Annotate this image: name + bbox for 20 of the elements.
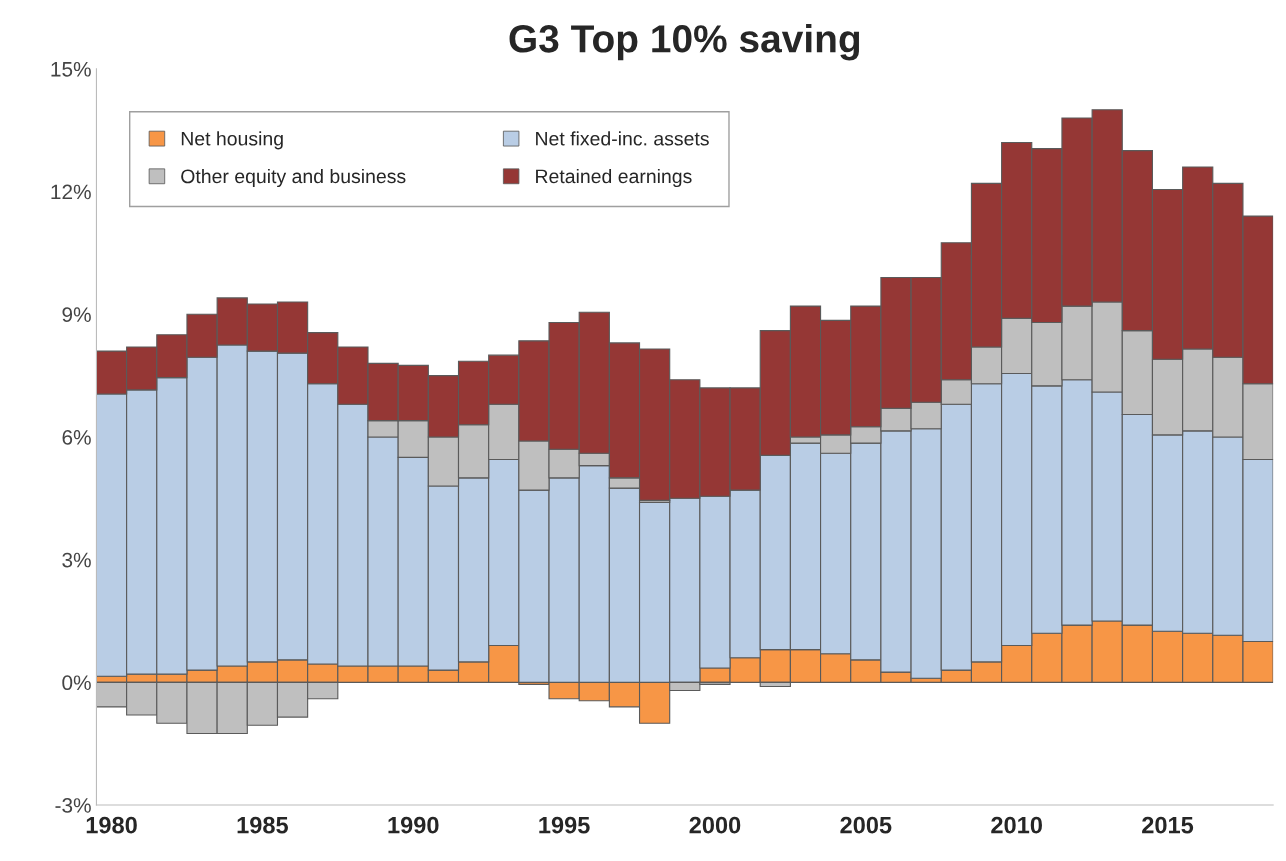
y-tick-label: 12% bbox=[51, 184, 91, 200]
x-tick-label: 1990 bbox=[388, 816, 439, 834]
x-tick-label: 1980 bbox=[86, 816, 137, 834]
chart-title: G3 Top 10% saving bbox=[509, 24, 860, 61]
y-tick-label: 6% bbox=[62, 429, 91, 445]
x-tick-label: 2010 bbox=[991, 816, 1042, 834]
legend-label: Other equity and business bbox=[181, 168, 406, 188]
y-tick-label: 3% bbox=[62, 552, 91, 568]
x-tick-label: 1985 bbox=[237, 816, 288, 834]
legend-label: Net housing bbox=[181, 131, 283, 150]
legend-label: Retained earnings bbox=[536, 168, 692, 188]
x-tick-label: 2005 bbox=[840, 816, 892, 834]
x-tick-label: 1995 bbox=[539, 816, 590, 834]
legend-label: Net fixed-inc. assets bbox=[536, 131, 709, 146]
y-tick-label: 0% bbox=[62, 675, 91, 691]
y-tick-label: 15% bbox=[51, 61, 91, 77]
y-tick-label: -3% bbox=[55, 798, 91, 813]
x-tick-label: 2015 bbox=[1142, 816, 1194, 834]
x-tick-label: 2000 bbox=[689, 816, 741, 834]
y-tick-label: 9% bbox=[62, 307, 91, 323]
